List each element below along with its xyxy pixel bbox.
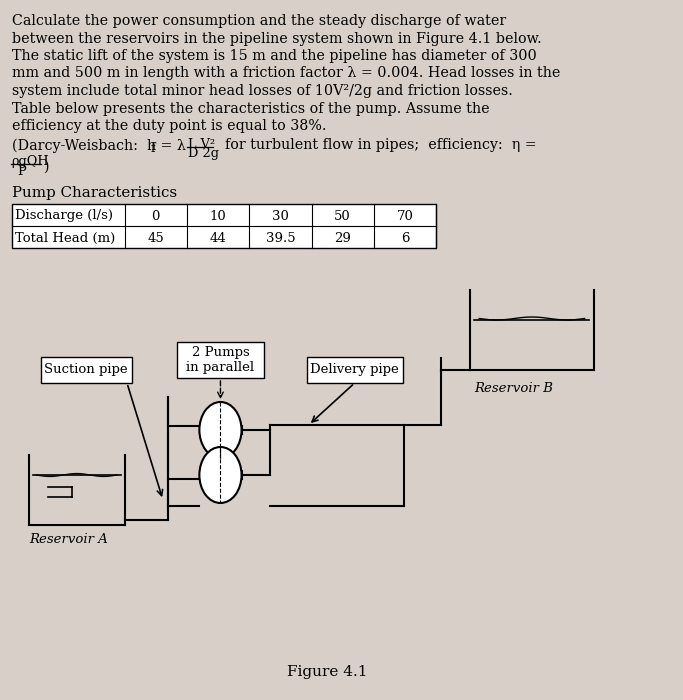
Text: Figure 4.1: Figure 4.1 [287,665,367,679]
Text: 10: 10 [210,209,227,223]
Bar [178,342,264,378]
Text: Suction pipe: Suction pipe [44,363,128,377]
Text: Table below presents the characteristics of the pump. Assume the: Table below presents the characteristics… [12,102,489,116]
Text: 50: 50 [334,209,351,223]
Text: P: P [17,165,26,178]
Text: 44: 44 [210,232,227,244]
Text: 2 Pumps
in parallel: 2 Pumps in parallel [186,346,255,374]
Text: Discharge (l/s): Discharge (l/s) [15,209,113,223]
Text: 39.5: 39.5 [266,232,295,244]
Text: = λ: = λ [156,139,186,153]
Text: D 2g: D 2g [188,148,219,160]
Text: The static lift of the system is 15 m and the pipeline has diameter of 300: The static lift of the system is 15 m an… [12,49,536,63]
Text: Reservoir B: Reservoir B [475,382,553,395]
Text: 29: 29 [334,232,351,244]
Text: Total Head (m): Total Head (m) [15,232,115,244]
Text: ): ) [44,160,50,174]
Text: system include total minor head losses of 10V²/2g and friction losses.: system include total minor head losses o… [12,84,512,98]
Text: 70: 70 [397,209,413,223]
Text: ρgQH: ρgQH [12,155,49,168]
Text: Delivery pipe: Delivery pipe [310,363,399,377]
Text: 0: 0 [152,209,160,223]
Bar [12,204,436,248]
Text: efficiency at the duty point is equal to 38%.: efficiency at the duty point is equal to… [12,119,326,133]
Text: 6: 6 [401,232,409,244]
Text: 30: 30 [272,209,289,223]
Text: (Darcy-Weisbach:  h: (Darcy-Weisbach: h [12,139,156,153]
Text: for turbulent flow in pipes;  efficiency:  η =: for turbulent flow in pipes; efficiency:… [216,139,536,153]
Text: f: f [150,141,155,155]
Ellipse shape [199,447,242,503]
Text: Reservoir A: Reservoir A [29,533,108,546]
Text: Calculate the power consumption and the steady discharge of water: Calculate the power consumption and the … [12,14,505,28]
Text: between the reservoirs in the pipeline system shown in Figure 4.1 below.: between the reservoirs in the pipeline s… [12,32,541,46]
Text: 45: 45 [148,232,164,244]
Text: L V²: L V² [188,137,215,150]
Text: Pump Characteristics: Pump Characteristics [12,186,177,200]
Ellipse shape [199,402,242,458]
Bar [41,357,132,383]
Bar [307,357,402,383]
Text: mm and 500 m in length with a friction factor λ = 0.004. Head losses in the: mm and 500 m in length with a friction f… [12,66,560,80]
